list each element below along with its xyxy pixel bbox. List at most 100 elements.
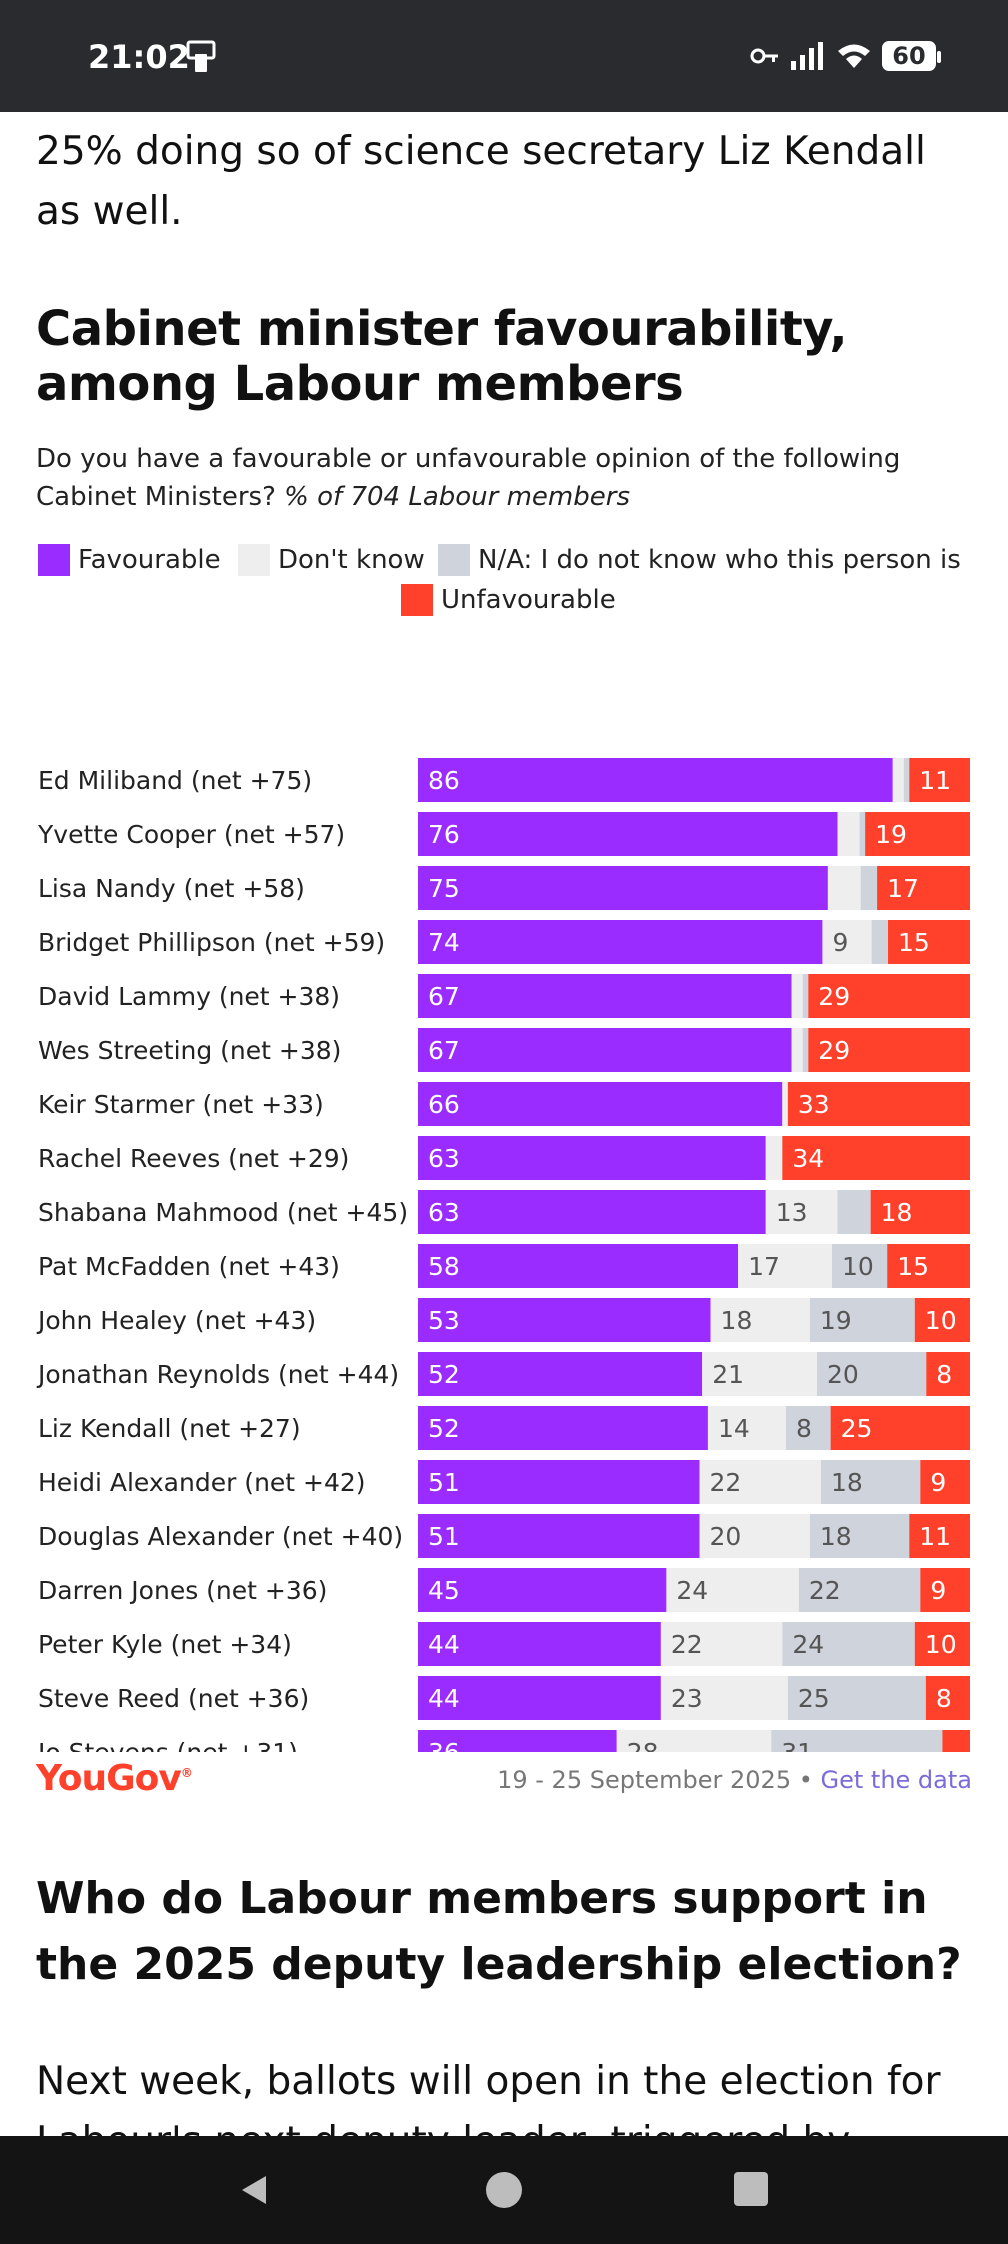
bar-segment-unfavourable bbox=[808, 974, 970, 1018]
legend-swatch-dont-know bbox=[238, 544, 270, 576]
signal-icon bbox=[791, 42, 823, 70]
category-label: Darren Jones (net +36) bbox=[38, 1576, 327, 1605]
bar-segment-n-a-i-do-not-know-who-this-person-is bbox=[802, 974, 809, 1018]
bar-segment-don-t-know bbox=[699, 1460, 821, 1504]
status-time: 21:02 bbox=[88, 38, 190, 76]
article-content: 25% doing so of science secretary Liz Ke… bbox=[0, 112, 1008, 2136]
data-label: 67 bbox=[428, 982, 460, 1011]
category-label: Steve Reed (net +36) bbox=[38, 1684, 309, 1713]
bar-segment-favourable bbox=[418, 1676, 661, 1720]
wifi-icon bbox=[838, 44, 870, 68]
bar-segment-don-t-know bbox=[707, 1406, 786, 1450]
data-label: 19 bbox=[820, 1306, 852, 1335]
home-icon[interactable] bbox=[486, 2172, 522, 2208]
data-label: 52 bbox=[428, 1414, 460, 1443]
yougov-logo-text: YouGov bbox=[36, 1758, 182, 1799]
bar-segment-n-a-i-do-not-know-who-this-person-is bbox=[871, 920, 889, 964]
bar-segment-unfavourable bbox=[914, 1622, 970, 1666]
category-label: Peter Kyle (net +34) bbox=[38, 1630, 292, 1659]
data-label: 18 bbox=[721, 1306, 753, 1335]
legend-swatch-unfavourable bbox=[401, 584, 433, 616]
stacked-bar-chart: Ed Miliband (net +75) 86 11 Yvette Cooper (… bbox=[36, 758, 970, 1752]
bar-segment-favourable bbox=[418, 974, 792, 1018]
data-label: 29 bbox=[818, 1036, 850, 1065]
category-label: Wes Streeting (net +38) bbox=[38, 1036, 341, 1065]
yougov-logo: YouGov® bbox=[36, 1758, 193, 1799]
data-label: 66 bbox=[428, 1090, 460, 1119]
status-icons: 60 bbox=[750, 38, 941, 74]
bar-segment-favourable bbox=[418, 1136, 766, 1180]
chart-subtitle-sample: % of 704 Labour members bbox=[284, 482, 630, 512]
bar-segment-n-a-i-do-not-know-who-this-person-is bbox=[860, 866, 878, 910]
bar-segment-unfavourable bbox=[925, 1676, 970, 1720]
data-label: 20 bbox=[710, 1522, 742, 1551]
data-label: 86 bbox=[428, 766, 460, 795]
bar-segment-favourable bbox=[418, 1568, 667, 1612]
bar-segment-n-a-i-do-not-know-who-this-person-is bbox=[809, 1298, 915, 1342]
data-label: 23 bbox=[671, 1684, 703, 1713]
bar-segment-unfavourable bbox=[926, 1352, 970, 1396]
data-label: 51 bbox=[428, 1468, 460, 1497]
data-label: 45 bbox=[428, 1576, 460, 1605]
data-label: 15 bbox=[898, 928, 930, 957]
data-label: 44 bbox=[428, 1630, 460, 1659]
bar-segment-n-a-i-do-not-know-who-this-person-is bbox=[837, 1190, 871, 1234]
category-label: Keir Starmer (net +33) bbox=[38, 1090, 324, 1119]
get-the-data-link[interactable]: Get the data bbox=[820, 1766, 972, 1794]
data-label: 21 bbox=[712, 1360, 744, 1389]
bar-segment-n-a-i-do-not-know-who-this-person-is bbox=[786, 1406, 831, 1450]
data-label: 34 bbox=[792, 1144, 824, 1173]
bar-segment-unfavourable bbox=[887, 1244, 970, 1288]
bar-segment-unfavourable bbox=[909, 1514, 970, 1558]
intro-text: 25% doing so of science secretary Liz Ke… bbox=[36, 129, 926, 234]
data-label: 20 bbox=[827, 1360, 859, 1389]
category-label: David Lammy (net +38) bbox=[38, 982, 340, 1011]
bar-segment-unfavourable bbox=[830, 1406, 970, 1450]
chart-subtitle-main: Do you have a favourable or unfavourable… bbox=[36, 444, 901, 512]
bar-segment-don-t-know bbox=[827, 866, 861, 910]
data-label: 15 bbox=[897, 1252, 929, 1281]
legend-label-dont-know: Don't know bbox=[278, 545, 425, 575]
data-label: 53 bbox=[428, 1306, 460, 1335]
footer-separator: • bbox=[791, 1766, 821, 1794]
data-label: 25 bbox=[841, 1414, 873, 1443]
data-label: 11 bbox=[919, 766, 951, 795]
category-label: Yvette Cooper (net +57) bbox=[37, 820, 345, 849]
recent-apps-icon[interactable] bbox=[734, 2172, 768, 2206]
bar-segment-unfavourable bbox=[920, 1460, 970, 1504]
data-label: 18 bbox=[881, 1198, 913, 1227]
data-label: 18 bbox=[820, 1522, 852, 1551]
back-icon[interactable] bbox=[236, 2172, 272, 2208]
data-label: 17 bbox=[887, 874, 919, 903]
bar-segment-don-t-know bbox=[837, 812, 860, 856]
battery-icon: 60 bbox=[882, 41, 941, 71]
data-label: 18 bbox=[831, 1468, 863, 1497]
category-label: John Healey (net +43) bbox=[36, 1306, 316, 1335]
data-label: 22 bbox=[710, 1468, 742, 1497]
bar-segment-favourable bbox=[418, 1352, 703, 1396]
data-label: 33 bbox=[798, 1090, 830, 1119]
category-label: Jonathan Reynolds (net +44) bbox=[36, 1360, 399, 1389]
data-label: 17 bbox=[748, 1252, 780, 1281]
bar-segment-n-a-i-do-not-know-who-this-person-is bbox=[802, 1028, 809, 1072]
bar-segment-unfavourable bbox=[877, 866, 970, 910]
vpn-key-icon bbox=[750, 48, 778, 64]
data-label: 36 bbox=[428, 1738, 460, 1752]
bar-segment-don-t-know bbox=[892, 758, 904, 802]
bar-segment-unfavourable bbox=[808, 1028, 970, 1072]
bar-segment-favourable bbox=[418, 1730, 617, 1752]
bar-segment-favourable bbox=[418, 812, 838, 856]
data-label: 22 bbox=[809, 1576, 841, 1605]
bar-segment-n-a-i-do-not-know-who-this-person-is bbox=[816, 1352, 927, 1396]
screencast-icon bbox=[186, 40, 216, 72]
category-label: Shabana Mahmood (net +45) bbox=[38, 1198, 408, 1227]
bar-segment-favourable bbox=[418, 1244, 739, 1288]
data-label: 14 bbox=[718, 1414, 750, 1443]
bar-segment-n-a-i-do-not-know-who-this-person-is bbox=[859, 812, 866, 856]
bar-segment-favourable bbox=[418, 1190, 766, 1234]
category-label: Bridget Phillipson (net +59) bbox=[38, 928, 385, 957]
bar-segment-don-t-know bbox=[822, 920, 872, 964]
data-label: 28 bbox=[627, 1738, 659, 1752]
data-label: 22 bbox=[671, 1630, 703, 1659]
bar-segment-don-t-know bbox=[782, 1082, 788, 1126]
